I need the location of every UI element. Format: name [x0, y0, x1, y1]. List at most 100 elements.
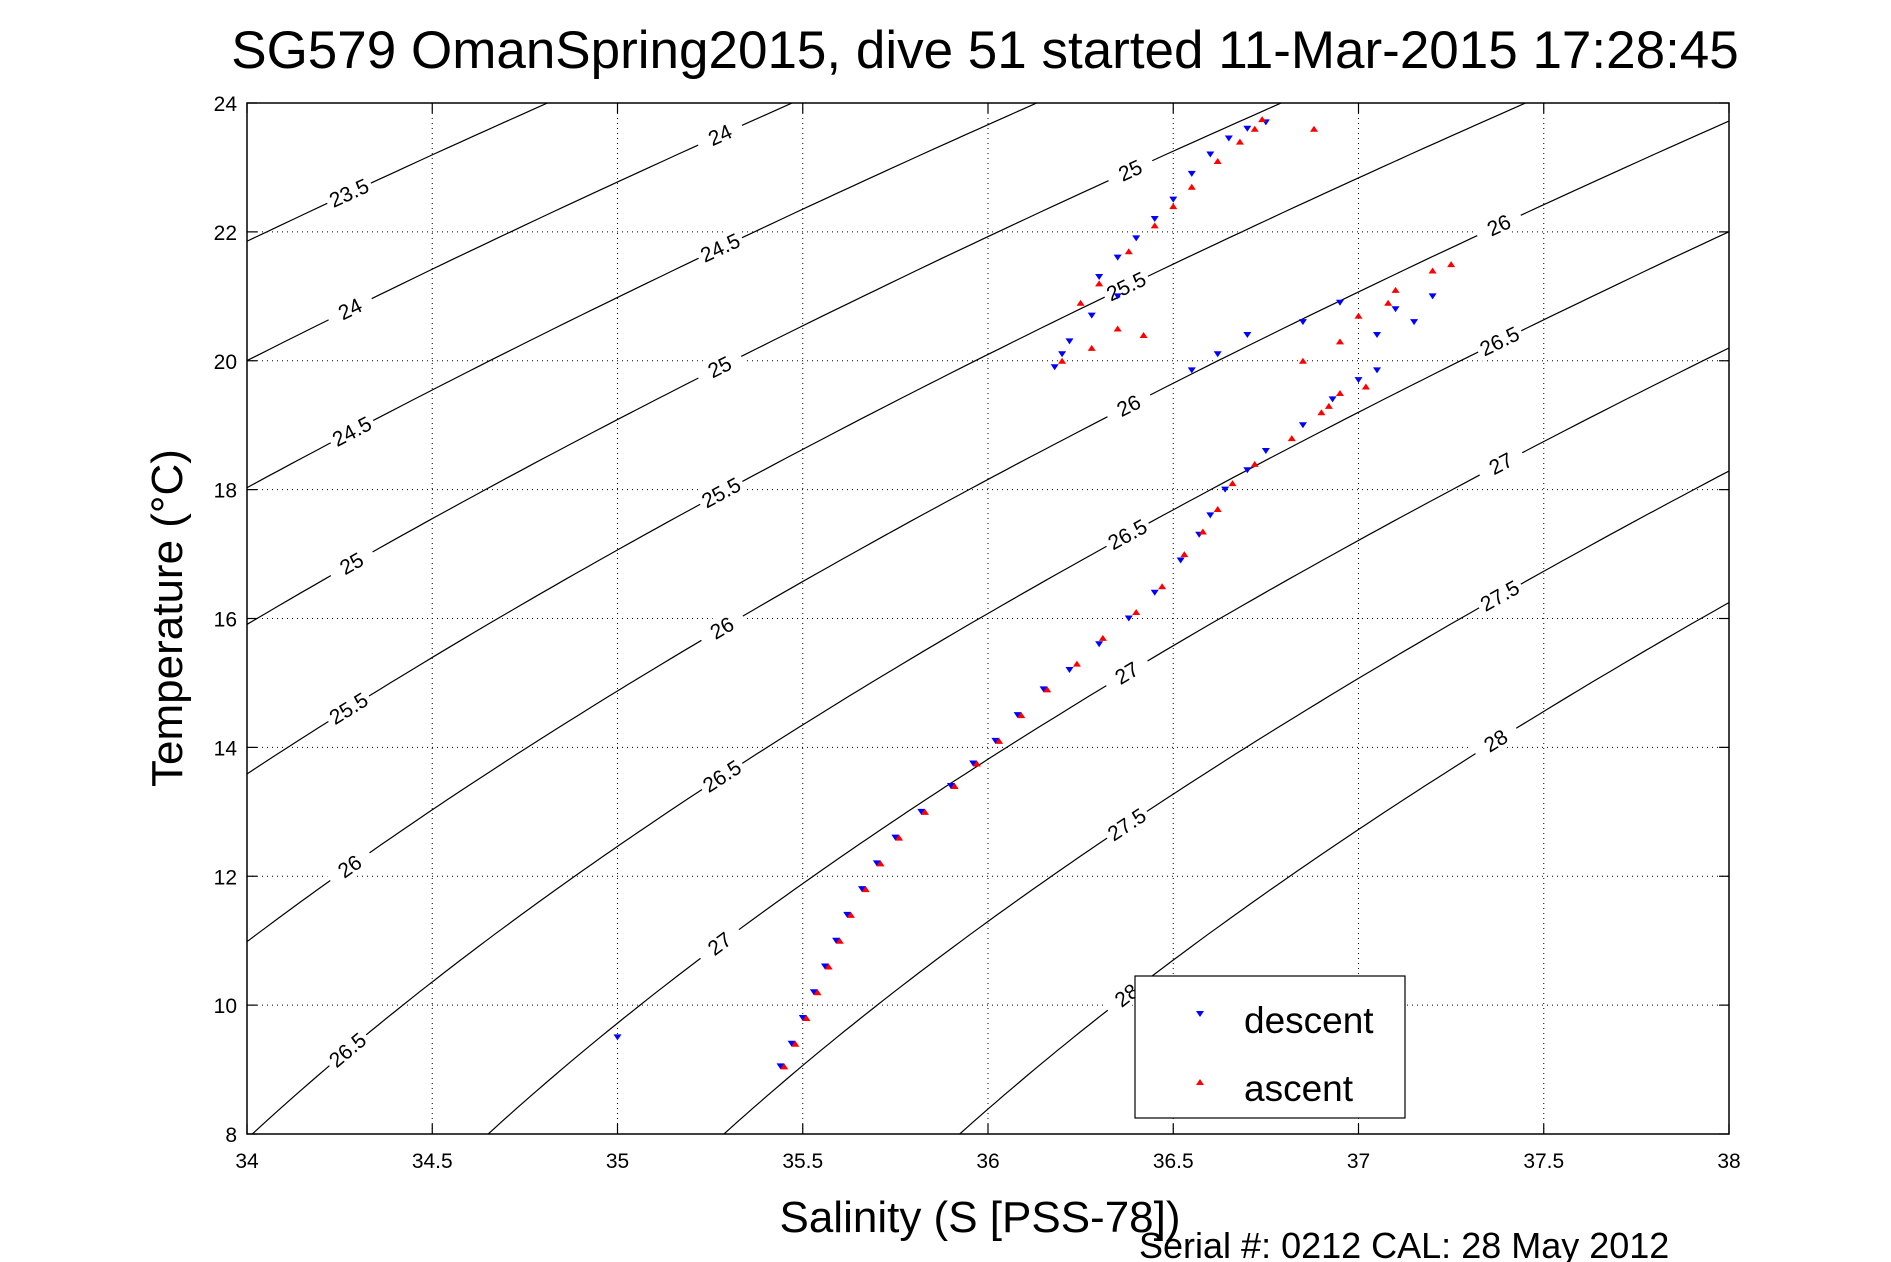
- x-tick-label: 37: [1347, 1150, 1370, 1173]
- descent-point: [1095, 273, 1104, 280]
- descent-point: [1013, 712, 1022, 719]
- data-points: [613, 116, 1456, 1070]
- descent-point: [843, 911, 852, 918]
- ascent-point: [1180, 551, 1189, 558]
- descent-point: [776, 1063, 785, 1070]
- x-axis-label: Salinity (S [PSS-78]): [779, 1193, 1180, 1242]
- descent-point: [1298, 422, 1307, 429]
- descent-point: [969, 760, 978, 767]
- density-contour-27: [487, 347, 1729, 1134]
- contour-label-bg: [1099, 649, 1154, 696]
- density-contour-25.5: [247, 103, 1526, 775]
- ascent-point: [1428, 267, 1437, 274]
- descent-point: [1261, 447, 1270, 454]
- y-tick-label: 18: [214, 480, 237, 503]
- ascent-point: [921, 808, 930, 815]
- descent-point: [1221, 486, 1230, 493]
- contour-label-bg: [1472, 572, 1527, 618]
- descent-point: [832, 937, 841, 944]
- ascent-point: [1124, 248, 1133, 255]
- descent-point: [1391, 306, 1400, 313]
- contour-label-bg: [694, 604, 749, 650]
- descent-point: [1328, 396, 1337, 403]
- y-tick-label: 22: [214, 222, 237, 245]
- descent-point: [872, 860, 881, 867]
- descent-point: [1087, 312, 1096, 319]
- density-contour-26.5: [251, 231, 1729, 1134]
- ascent-point: [1335, 389, 1344, 396]
- x-tick-label: 37.5: [1523, 1150, 1564, 1173]
- ascent-point: [791, 1040, 800, 1047]
- ascent-point: [1158, 583, 1167, 590]
- y-axis-label: Temperature (°C): [143, 449, 192, 787]
- descent-point: [1124, 615, 1133, 622]
- ascent-point: [1235, 138, 1244, 145]
- descent-point: [613, 1034, 622, 1041]
- contour-label-bg: [1472, 319, 1527, 362]
- contour-label-bg: [1101, 383, 1156, 427]
- ascent-point: [780, 1063, 789, 1070]
- y-tick-label: 16: [214, 609, 237, 632]
- ascent-point: [1391, 286, 1400, 293]
- descent-point: [1243, 331, 1252, 338]
- legend: descent ascent: [1134, 975, 1406, 1119]
- descent-point: [1354, 377, 1363, 384]
- ascent-point: [1017, 712, 1026, 719]
- ascent-point: [1317, 409, 1326, 416]
- descent-point: [1428, 293, 1437, 300]
- descent-point: [1187, 170, 1196, 177]
- chart-title: SG579 OmanSpring2015, dive 51 started 11…: [231, 21, 1739, 80]
- ascent-point: [1198, 528, 1207, 535]
- legend-ascent-label: ascent: [1244, 1068, 1354, 1109]
- ascent-point: [1095, 280, 1104, 287]
- descent-point: [820, 963, 829, 970]
- descent-point: [1410, 319, 1419, 326]
- descent-point: [1206, 512, 1215, 519]
- descent-point: [1187, 367, 1196, 374]
- contour-label-bg: [692, 919, 746, 968]
- ascent-point: [1132, 609, 1141, 616]
- descent-point: [891, 834, 900, 841]
- ascent-point: [1228, 480, 1237, 487]
- y-tick-label: 24: [214, 93, 238, 116]
- contour-label-bg: [694, 752, 749, 799]
- ascent-point: [1139, 331, 1148, 338]
- descent-point: [1065, 667, 1074, 674]
- y-axis-ticks: 8 10 12 14 16 18 20 22 24: [214, 93, 1729, 1147]
- contour-label-bg: [322, 842, 376, 890]
- ascent-point: [1076, 299, 1085, 306]
- descent-point: [1039, 686, 1048, 693]
- ascent-point: [802, 1015, 811, 1022]
- descent-point: [991, 737, 1000, 744]
- x-tick-label: 35: [606, 1150, 629, 1173]
- ascent-point: [835, 937, 844, 944]
- ascent-point: [972, 760, 981, 767]
- contour-label-bg: [692, 113, 747, 156]
- legend-ascent-marker: [1196, 1079, 1204, 1085]
- y-tick-label: 8: [225, 1124, 237, 1147]
- ascent-point: [813, 989, 822, 996]
- ascent-point: [1150, 222, 1159, 229]
- descent-point: [1298, 319, 1307, 326]
- descent-point: [1113, 254, 1122, 261]
- contour-label-bg: [1473, 441, 1528, 485]
- descent-point: [1213, 351, 1222, 358]
- contour-label-bg: [692, 344, 747, 388]
- x-tick-label: 34.5: [412, 1150, 453, 1173]
- ascent-point: [1169, 203, 1178, 210]
- contour-label-bg: [693, 470, 748, 514]
- legend-box: [1134, 975, 1406, 1119]
- descent-point: [798, 1015, 807, 1022]
- contour-label-bg: [693, 225, 747, 269]
- ascent-point: [1361, 383, 1370, 390]
- ascent-point: [1213, 157, 1222, 164]
- ascent-point: [1058, 357, 1067, 364]
- ascent-point: [1287, 435, 1296, 442]
- ascent-point: [995, 737, 1004, 744]
- ascent-point: [1324, 402, 1333, 409]
- density-contour-24: [247, 103, 793, 362]
- descent-point: [787, 1040, 796, 1047]
- contour-label-bg: [324, 408, 379, 453]
- descent-point: [1065, 338, 1074, 345]
